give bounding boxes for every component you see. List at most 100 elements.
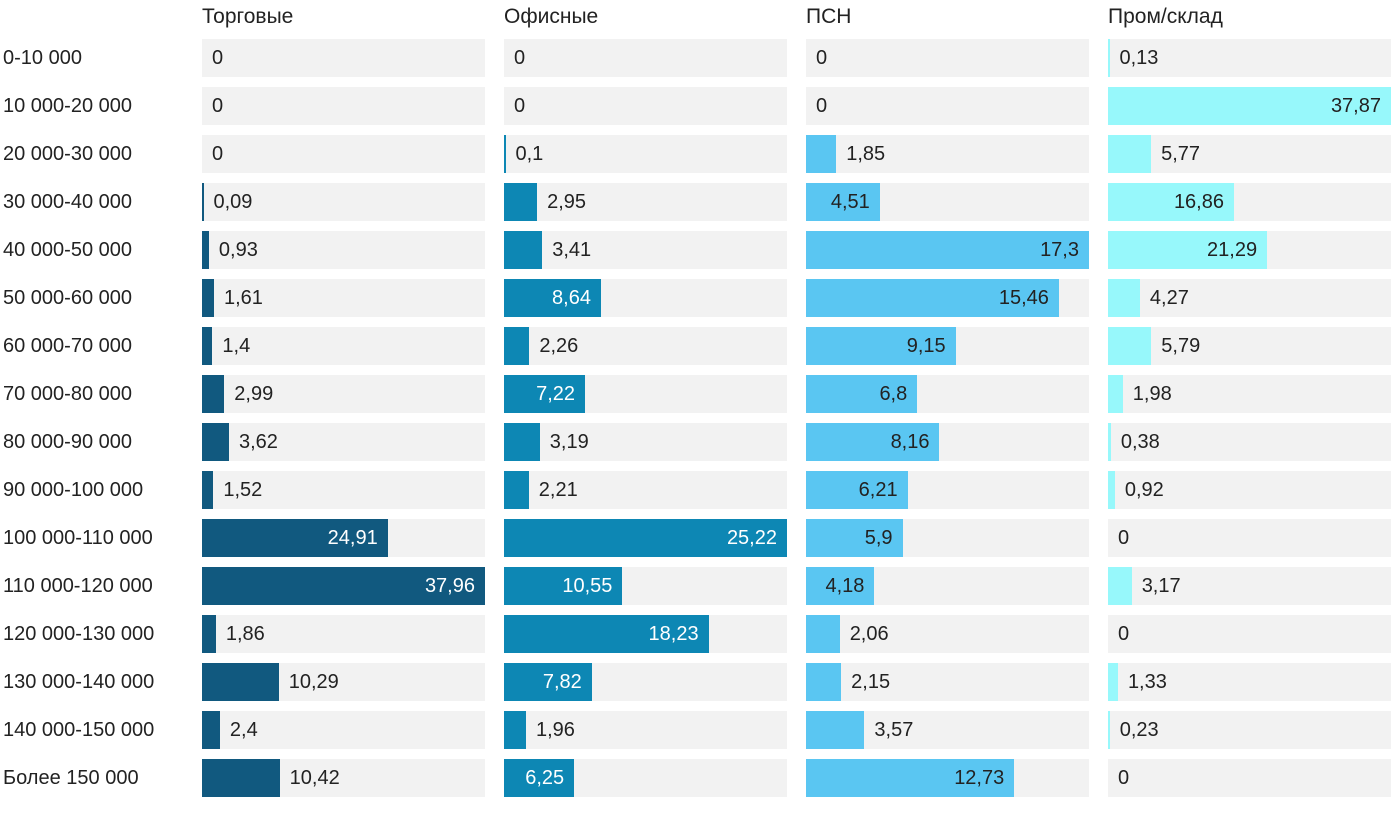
value-label: 0,93 xyxy=(218,239,258,261)
bar-track: 10,42 xyxy=(202,759,485,797)
bar xyxy=(504,471,529,509)
value-label: 0,13 xyxy=(1119,47,1159,69)
bar-track: 0 xyxy=(202,87,485,125)
value-label: 8,64 xyxy=(552,287,591,309)
bar-track: 1,33 xyxy=(1108,663,1391,701)
chart-row: Более 150 000 10,42 6,25 12,73 0 xyxy=(0,759,1400,797)
bar xyxy=(806,423,940,461)
category-label: 80 000-90 000 xyxy=(3,431,133,453)
bar-track: 1,52 xyxy=(202,471,485,509)
category-label: 120 000-130 000 xyxy=(3,623,155,645)
value-label: 0 xyxy=(514,95,526,117)
category-label: 90 000-100 000 xyxy=(3,479,144,501)
value-label: 6,25 xyxy=(525,767,565,789)
chart-row: 20 000-30 000 0 0,1 1,85 5,77 xyxy=(0,135,1400,173)
bar-track: 4,27 xyxy=(1108,279,1391,317)
value-label: 2,15 xyxy=(851,671,891,693)
bar-track: 0,1 xyxy=(504,135,787,173)
category-label: 30 000-40 000 xyxy=(3,191,133,213)
value-label: 9,15 xyxy=(906,335,946,357)
value-label: 1,96 xyxy=(535,719,575,741)
bar-track: 8,64 xyxy=(504,279,787,317)
bar-track: 4,18 xyxy=(806,567,1089,605)
bar xyxy=(202,183,204,221)
value-label: 1,4 xyxy=(222,335,251,357)
value-label: 5,77 xyxy=(1161,143,1201,165)
bar-track: 0 xyxy=(806,39,1089,77)
chart-row: 130 000-140 000 10,29 7,82 2,15 1,33 xyxy=(0,663,1400,701)
value-label: 25,22 xyxy=(726,527,777,549)
bar-track: 0 xyxy=(202,39,485,77)
value-label: 1,98 xyxy=(1132,383,1172,405)
category-label: Более 150 000 xyxy=(3,767,139,789)
bar xyxy=(806,663,842,701)
bar-track: 2,15 xyxy=(806,663,1089,701)
bar-track: 37,96 xyxy=(202,567,485,605)
category-label: 50 000-60 000 xyxy=(3,287,133,309)
bar xyxy=(806,471,908,509)
value-label: 2,99 xyxy=(234,383,274,405)
bar-track: 2,26 xyxy=(504,327,787,365)
value-label: 5,79 xyxy=(1161,335,1201,357)
bar xyxy=(504,327,530,365)
bar-track: 4,51 xyxy=(806,183,1089,221)
value-label: 7,22 xyxy=(536,383,576,405)
bar xyxy=(202,471,214,509)
bar-track: 0 xyxy=(1108,615,1391,653)
value-label: 0 xyxy=(1118,623,1130,645)
bar xyxy=(1108,423,1111,461)
value-label: 0,38 xyxy=(1120,431,1160,453)
bar-track: 0 xyxy=(1108,519,1391,557)
category-label: 40 000-50 000 xyxy=(3,239,133,261)
chart-row: 40 000-50 000 0,93 3,41 17,3 21,29 xyxy=(0,231,1400,269)
value-label: 10,29 xyxy=(288,671,339,693)
column-header-torgovye: Торговые xyxy=(202,5,294,28)
bar-track: 17,3 xyxy=(806,231,1089,269)
bar xyxy=(1108,183,1234,221)
category-label: 10 000-20 000 xyxy=(3,95,133,117)
bar xyxy=(202,567,485,605)
value-label: 0 xyxy=(1118,527,1130,549)
bar xyxy=(504,135,506,173)
bar-track: 0,92 xyxy=(1108,471,1391,509)
category-label: 100 000-110 000 xyxy=(3,527,153,549)
bar xyxy=(1108,279,1140,317)
category-label: 20 000-30 000 xyxy=(3,143,133,165)
value-label: 0 xyxy=(212,47,224,69)
bar-track: 7,82 xyxy=(504,663,787,701)
bar xyxy=(806,135,837,173)
bar-track: 0,23 xyxy=(1108,711,1391,749)
bar xyxy=(806,279,1059,317)
bar-track: 10,29 xyxy=(202,663,485,701)
bar-track: 3,19 xyxy=(504,423,787,461)
column-header-prom-sklad: Пром/склад xyxy=(1108,5,1223,28)
bar xyxy=(1108,663,1118,701)
bar-track: 2,21 xyxy=(504,471,787,509)
value-label: 2,06 xyxy=(849,623,889,645)
value-label: 2,95 xyxy=(547,191,587,213)
category-label: 110 000-120 000 xyxy=(3,575,153,597)
bar xyxy=(806,567,875,605)
value-label: 1,52 xyxy=(223,479,263,501)
bar xyxy=(202,375,225,413)
bar xyxy=(504,375,586,413)
chart-row: 100 000-110 000 24,91 25,22 5,9 0 xyxy=(0,519,1400,557)
bar-track: 6,25 xyxy=(504,759,787,797)
value-label: 1,61 xyxy=(224,287,263,309)
bar-track: 2,99 xyxy=(202,375,485,413)
value-label: 37,87 xyxy=(1330,95,1381,117)
bar-track: 0,09 xyxy=(202,183,485,221)
chart-rows: 0-10 000 0 0 0 0,13 10 000-20 000 0 0 0 37,87 20 0… xyxy=(0,39,1400,797)
value-label: 15,46 xyxy=(998,287,1049,309)
header-spacer xyxy=(0,0,202,39)
chart-row: 80 000-90 000 3,62 3,19 8,16 0,38 xyxy=(0,423,1400,461)
chart-row: 90 000-100 000 1,52 2,21 6,21 0,92 xyxy=(0,471,1400,509)
bar xyxy=(806,231,1089,269)
bar-track: 3,17 xyxy=(1108,567,1391,605)
bar-track: 3,57 xyxy=(806,711,1089,749)
bar xyxy=(202,423,229,461)
value-label: 10,42 xyxy=(289,767,340,789)
bar-track: 5,77 xyxy=(1108,135,1391,173)
value-label: 21,29 xyxy=(1207,239,1258,261)
bar-track: 16,86 xyxy=(1108,183,1391,221)
